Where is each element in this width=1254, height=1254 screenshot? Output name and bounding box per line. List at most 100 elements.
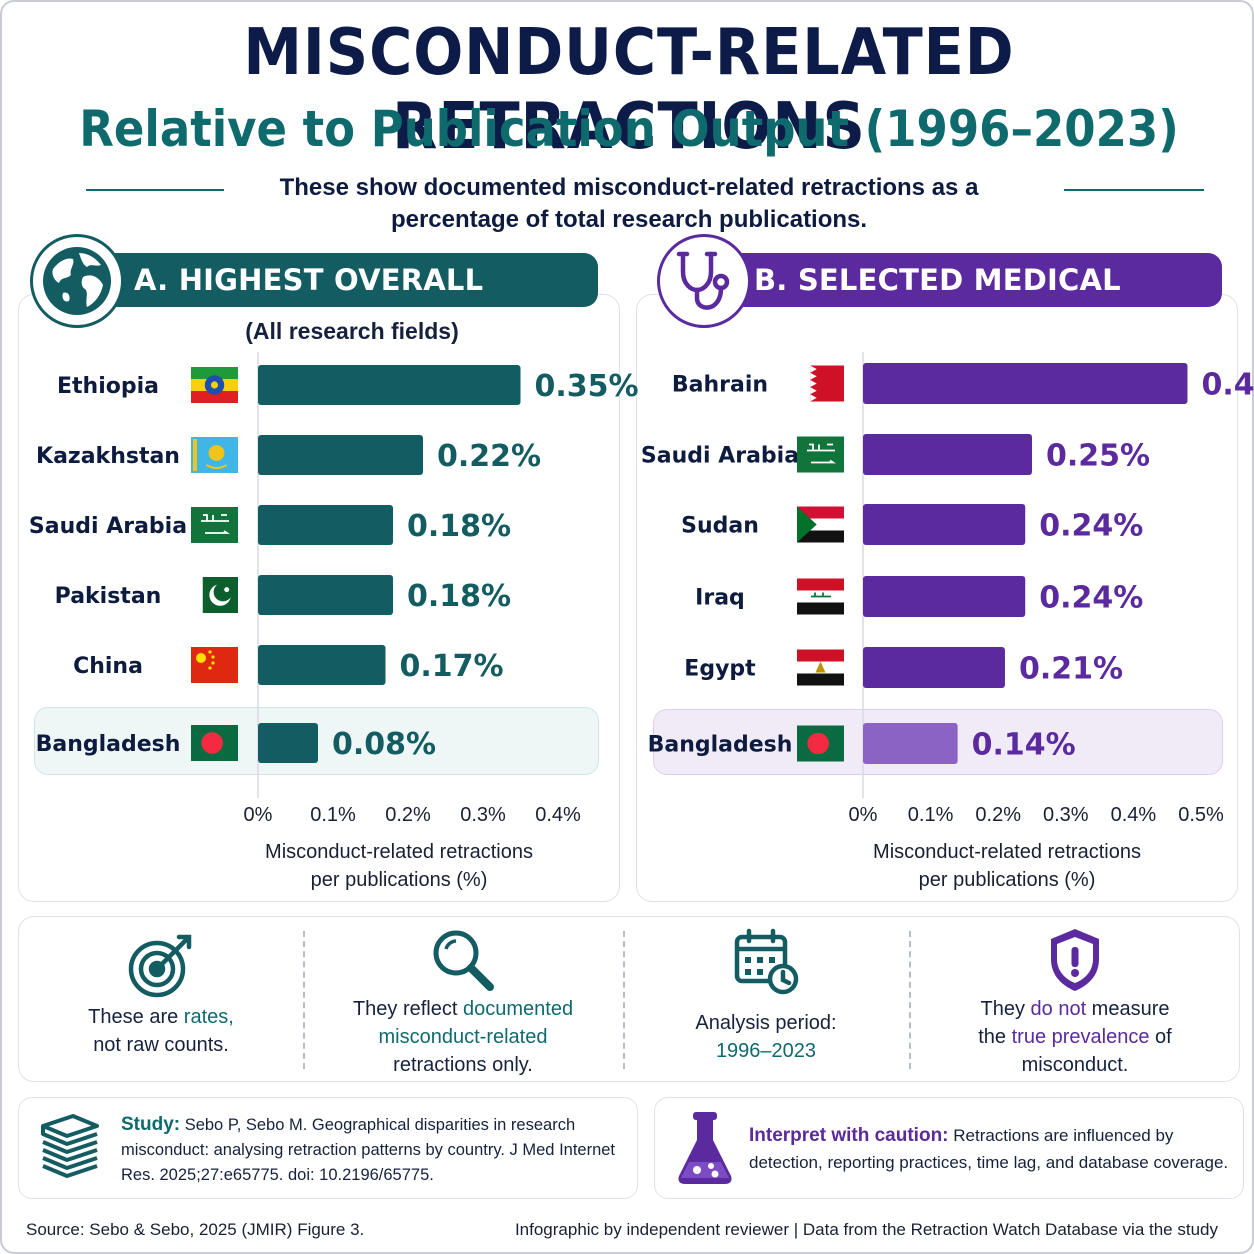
- fact-text-part: not raw counts.: [93, 1034, 229, 1056]
- footer-credit: Infographic by independent reviewer | Da…: [514, 1220, 1218, 1239]
- bar-china: [258, 645, 386, 685]
- caution-text: Retractions are influenced by detection,…: [749, 1126, 1229, 1172]
- data-label: 0.35%: [535, 369, 639, 404]
- fact-text: They do not measure the true prevalence o…: [909, 995, 1241, 1079]
- divider: [303, 931, 305, 1069]
- data-label: 0.08%: [332, 727, 436, 762]
- x-tick-label: 0%: [244, 804, 273, 826]
- bar-bangladesh: [258, 723, 318, 763]
- page-subtitle: Relative to Publication Output (1996–202…: [79, 100, 1179, 158]
- category-label: Egypt: [684, 657, 756, 682]
- fact-text-part: measure: [1086, 998, 1170, 1020]
- category-label: Iraq: [695, 586, 745, 611]
- bahrain-flag: [797, 365, 844, 402]
- x-tick-label: 0%: [849, 804, 878, 826]
- bar-pakistan: [258, 575, 393, 615]
- x-axis-label: per publications (%): [919, 869, 1096, 891]
- fact-text-part: They: [980, 998, 1031, 1020]
- lede-text: These show documented misconduct-related…: [279, 174, 979, 233]
- flask-icon: [678, 1112, 732, 1184]
- x-tick-label: 0.2%: [385, 804, 431, 826]
- category-label: Bangladesh: [36, 732, 181, 757]
- bar-egypt: [863, 647, 1005, 688]
- fact-text-part: 1996–2023: [715, 1040, 817, 1062]
- stethoscope-badge: [657, 234, 751, 328]
- x-tick-label: 0.1%: [908, 804, 954, 826]
- lede-rule-left: [86, 189, 224, 191]
- bar-bahrain: [863, 363, 1188, 404]
- x-axis-label: Misconduct-related retractions: [873, 841, 1141, 863]
- fact-text-part: the: [978, 1026, 1012, 1048]
- study-box: Study: Sebo P, Sebo M. Geographical disp…: [18, 1097, 638, 1199]
- caution-box: Interpret with caution: Retractions are …: [654, 1097, 1244, 1199]
- x-tick-label: 0.5%: [1178, 804, 1224, 826]
- fact-text: They reflect documented misconduct-relate…: [303, 995, 623, 1079]
- iraq-flag: [797, 578, 844, 615]
- magnifier-icon: [428, 925, 498, 1003]
- fact-text-part: Analysis period:: [695, 1012, 837, 1034]
- fact-text-part: misconduct.: [1021, 1054, 1129, 1076]
- study-lead: Study:: [121, 1114, 181, 1135]
- x-tick-label: 0.4%: [535, 804, 581, 826]
- x-axis-label: per publications (%): [311, 869, 488, 891]
- footer-source: Source: Sebo & Sebo, 2025 (JMIR) Figure …: [26, 1220, 365, 1239]
- fact-text-part: misconduct-related: [378, 1026, 548, 1048]
- caution-note: Interpret with caution: Retractions are …: [749, 1122, 1229, 1176]
- bar-bangladesh: [863, 723, 958, 764]
- x-axis-label: Misconduct-related retractions: [265, 841, 533, 863]
- data-label: 0.25%: [1046, 439, 1150, 474]
- data-label: 0.14%: [972, 728, 1076, 763]
- fact-text-part: rates,: [183, 1006, 234, 1028]
- caution-lead: Interpret with caution:: [749, 1125, 949, 1146]
- shield-alert-icon: [1045, 925, 1105, 1003]
- bar-sudan: [863, 504, 1026, 545]
- stethoscope-icon: [676, 251, 730, 310]
- globe-badge: [30, 234, 124, 328]
- study-text: Sebo P, Sebo M. Geographical disparities…: [121, 1116, 616, 1184]
- category-label: Ethiopia: [57, 374, 159, 399]
- study-citation: Study: Sebo P, Sebo M. Geographical disp…: [121, 1112, 631, 1188]
- bar-ethiopia: [258, 365, 521, 405]
- china-flag: [191, 647, 238, 683]
- data-label: 0.24%: [1039, 509, 1143, 544]
- x-tick-label: 0.3%: [1043, 804, 1089, 826]
- data-label: 0.24%: [1039, 581, 1143, 616]
- fact-text-part: do not: [1030, 998, 1087, 1020]
- chart-panel-b: Bahrain 0.48% Saudi Arabia 0.25% Sudan 0.24% I…: [641, 352, 1254, 891]
- data-label: 0.18%: [407, 579, 511, 614]
- category-label: Kazakhstan: [36, 444, 180, 469]
- fact-text-part: of: [1149, 1026, 1172, 1048]
- chart-panel-a: Ethiopia 0.35% Kazakhstan 0.22% Saudi Arabia…: [29, 352, 639, 891]
- divider: [623, 931, 625, 1069]
- fact-item: They reflect documented misconduct-relate…: [303, 917, 623, 1083]
- bar-saudi-arabia: [258, 505, 393, 545]
- book-stack-icon: [41, 1114, 99, 1178]
- category-label: Saudi Arabia: [29, 514, 187, 539]
- x-tick-label: 0.1%: [310, 804, 356, 826]
- pakistan-flag: [191, 577, 238, 613]
- lede-rule-right: [1064, 189, 1204, 191]
- category-label: Pakistan: [55, 584, 162, 609]
- category-label: Bangladesh: [648, 733, 793, 758]
- calendar-icon: [731, 927, 801, 1005]
- panel-b-banner: B. SELECTED MEDICAL PUBLICATIONS: [722, 253, 1222, 351]
- bar-iraq: [863, 576, 1026, 617]
- facts-strip: These are rates, not raw counts. They refl…: [18, 916, 1240, 1082]
- fact-text-part: These are: [88, 1006, 184, 1028]
- kazakhstan-flag: [191, 437, 238, 473]
- panel-a-note: (All research fields): [245, 318, 459, 344]
- fact-text-part: documented: [462, 998, 574, 1020]
- data-label: 0.22%: [437, 439, 541, 474]
- bangladesh-flag: [797, 725, 844, 762]
- x-tick-label: 0.3%: [460, 804, 506, 826]
- fact-text-part: retractions only.: [393, 1054, 533, 1076]
- egypt-flag: [797, 649, 844, 686]
- x-tick-label: 0.4%: [1111, 804, 1157, 826]
- category-label: Sudan: [681, 514, 759, 539]
- divider: [909, 931, 911, 1069]
- data-label: 0.21%: [1019, 652, 1123, 687]
- globe-icon: [43, 247, 111, 315]
- ethiopia-flag: [191, 367, 238, 403]
